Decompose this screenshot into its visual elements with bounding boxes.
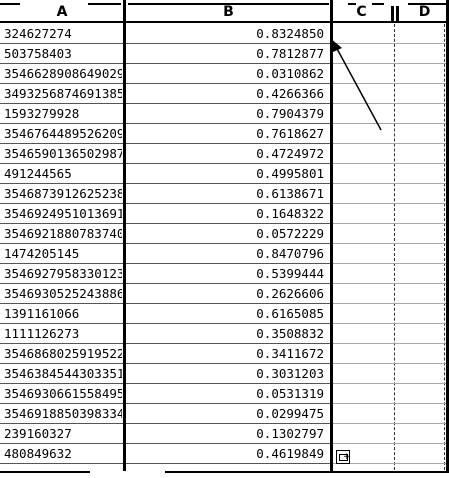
sheet-bottom-edge [0, 471, 449, 478]
bottom-border-right [165, 471, 449, 473]
bottom-border-left [0, 471, 90, 473]
